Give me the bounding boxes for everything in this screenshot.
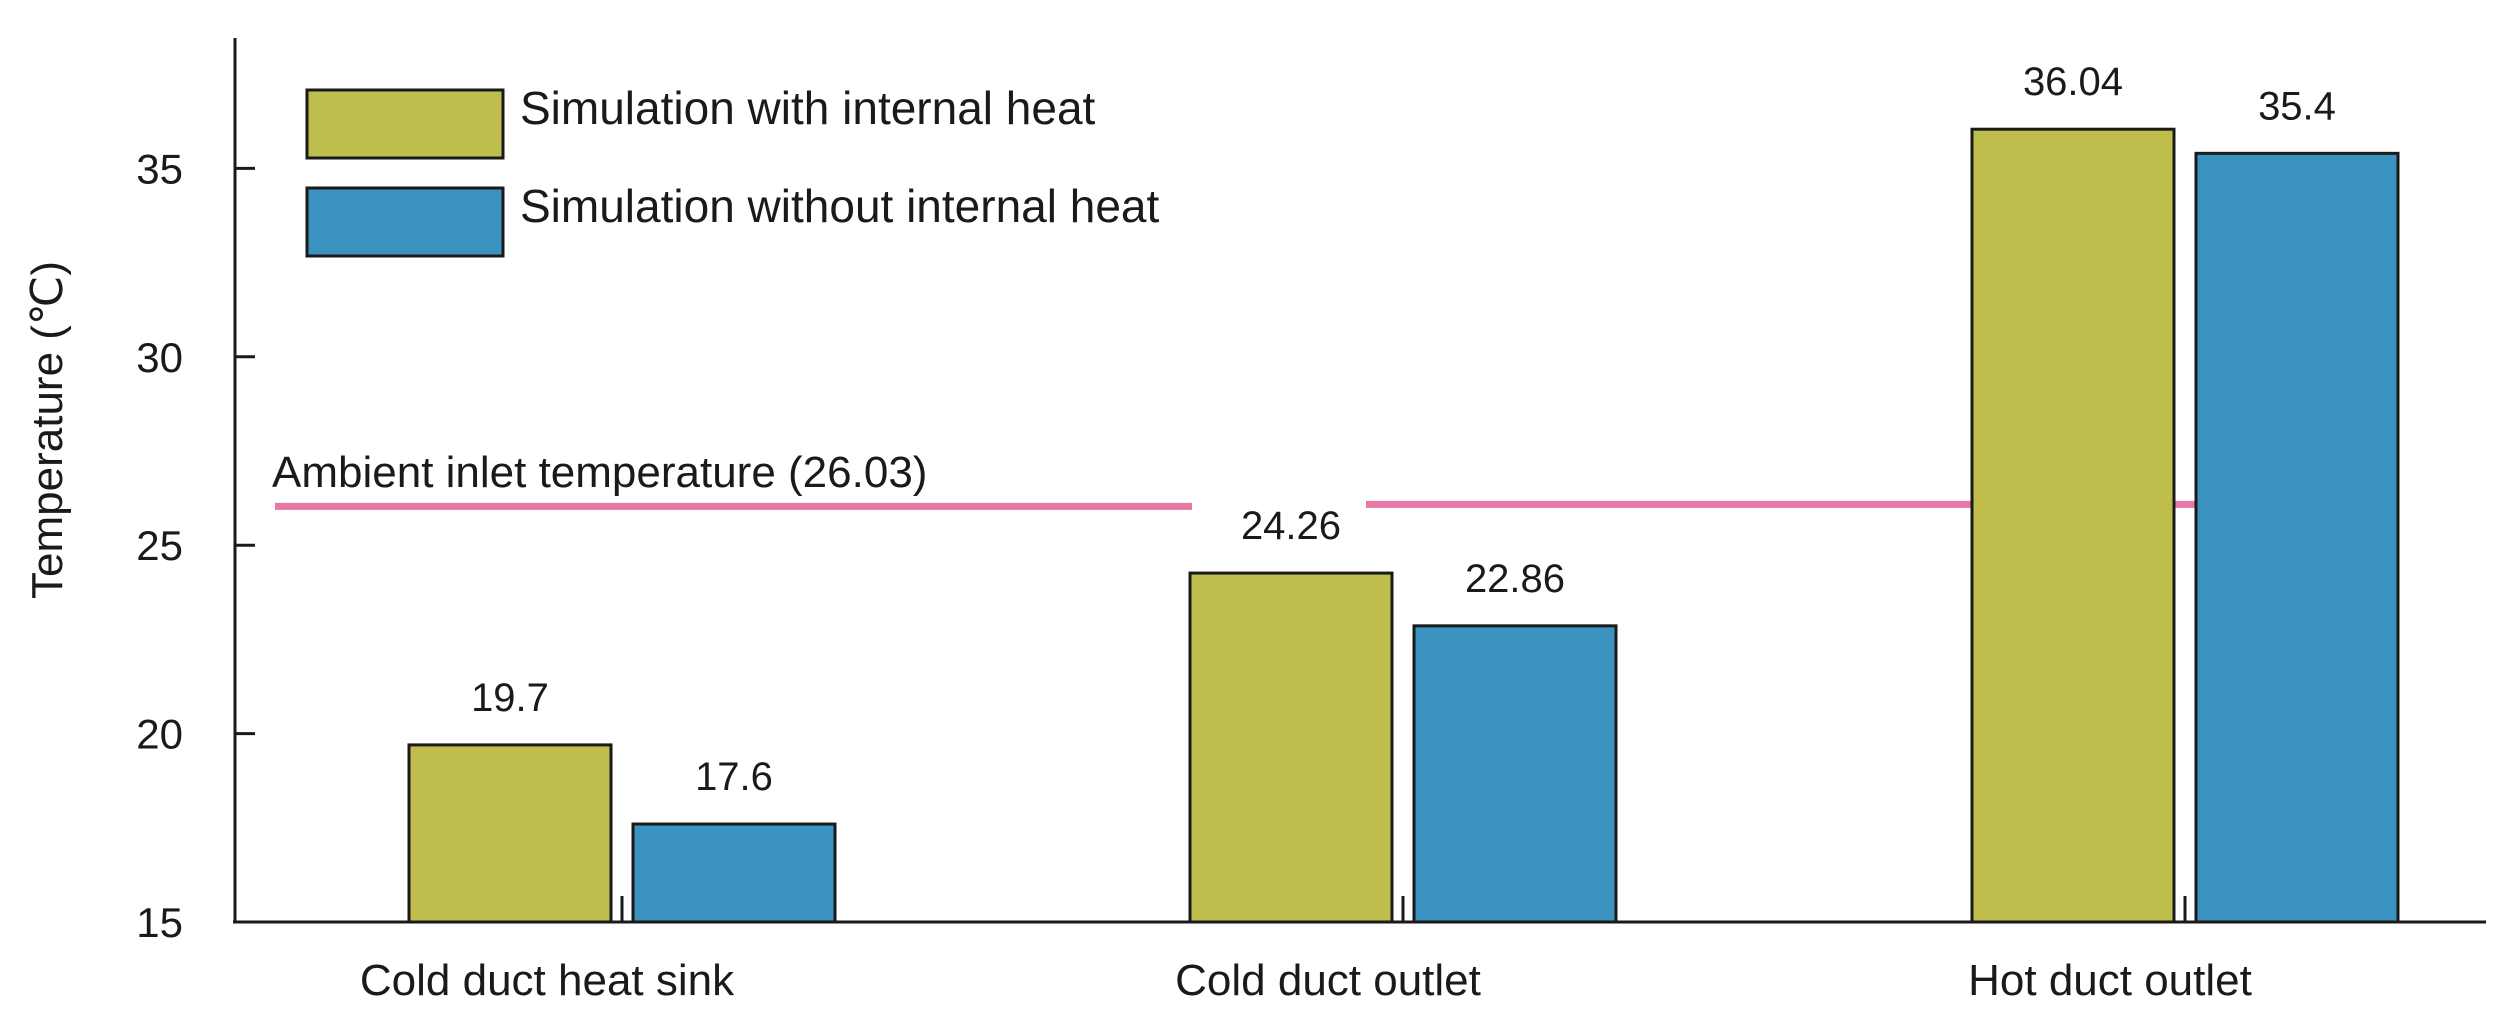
legend: Simulation with internal heat Simulation … [305, 82, 1159, 258]
bars-group [407, 127, 2400, 924]
y-tick-label: 30 [136, 334, 183, 381]
bar-with-internal-heat [1970, 127, 2176, 924]
bar-value-label: 36.04 [2023, 60, 2123, 104]
y-axis-title: Temperature (℃) [23, 261, 72, 599]
y-tick-label: 25 [136, 522, 183, 569]
bar-value-labels: 19.7 17.6 24.26 22.86 36.04 35.4 [471, 60, 2336, 799]
y-tick-label: 35 [136, 145, 183, 192]
bar-value-label: 17.6 [695, 755, 773, 799]
y-tick-label: 15 [136, 899, 183, 946]
bar-with-internal-heat [407, 743, 613, 924]
legend-label: Simulation with internal heat [520, 82, 1096, 134]
bar-value-label: 35.4 [2258, 84, 2336, 128]
bar-value-label: 22.86 [1465, 557, 1565, 601]
reference-line-label: Ambient inlet temperature (26.03) [272, 448, 927, 497]
y-tick-label: 20 [136, 711, 183, 758]
category-labels: Cold duct heat sink Cold duct outlet Hot d… [360, 956, 2252, 1005]
category-label: Cold duct outlet [1175, 956, 1481, 1005]
bar-without-internal-heat [1412, 624, 1618, 924]
bar-without-internal-heat [631, 822, 837, 924]
bar-without-internal-heat [2194, 151, 2400, 924]
category-label: Hot duct outlet [1968, 956, 2252, 1005]
category-label: Cold duct heat sink [360, 956, 735, 1005]
bar-value-label: 24.26 [1241, 504, 1341, 548]
legend-swatch [305, 186, 505, 258]
legend-swatch [305, 88, 505, 160]
bar-value-label: 19.7 [471, 676, 549, 720]
legend-label: Simulation without internal heat [520, 180, 1159, 232]
bar-with-internal-heat [1188, 571, 1394, 924]
y-axis-ticks: 15 20 25 30 35 [136, 145, 255, 946]
reference-line-group: Ambient inlet temperature (26.03) [272, 448, 2398, 510]
